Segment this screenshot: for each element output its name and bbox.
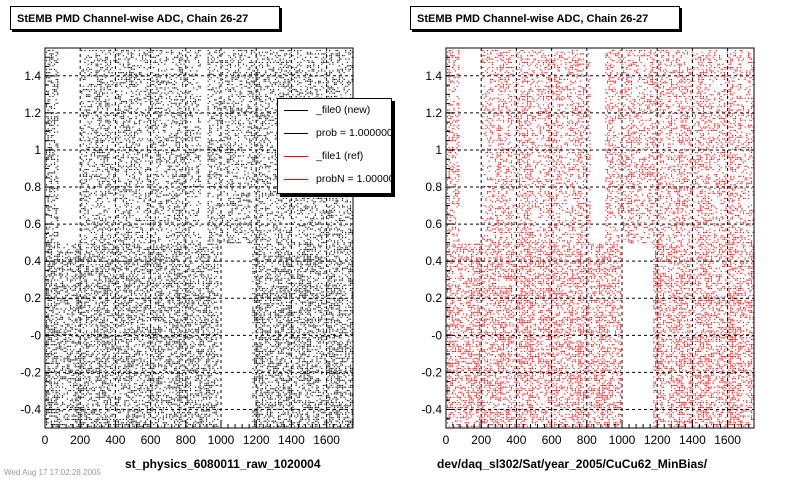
legend-line-icon xyxy=(284,110,308,111)
y-tick-label: -0 xyxy=(30,328,41,342)
legend-line-icon xyxy=(284,133,308,134)
grid xyxy=(446,48,754,428)
y-tick-label: 0.8 xyxy=(425,180,442,194)
legend-label: _file0 (new) xyxy=(316,104,371,116)
legend-entry: _file0 (new) xyxy=(278,99,391,122)
legend-line-icon xyxy=(284,156,308,157)
x-tick-label: 600 xyxy=(542,433,562,447)
legend-label: probN = 1.000000 xyxy=(316,173,392,185)
y-tick-label: 1 xyxy=(34,143,41,157)
legend-entry: _file1 (ref) xyxy=(278,145,391,168)
x-tick-label: 1000 xyxy=(609,433,636,447)
right-chart-title: StEMB PMD Channel-wise ADC, Chain 26-27 xyxy=(410,6,680,30)
x-tick-label: 1200 xyxy=(644,433,671,447)
y-tick-label: 0.6 xyxy=(24,217,41,231)
scatter-dots xyxy=(447,50,754,427)
scatter-dots xyxy=(46,50,353,427)
y-tick-label: -0.2 xyxy=(421,365,442,379)
legend-entry: probN = 1.000000 xyxy=(278,168,391,191)
y-tick-label: 0.4 xyxy=(425,254,442,268)
y-tick-label: 0.2 xyxy=(425,291,442,305)
y-tick-label: 0.2 xyxy=(24,291,41,305)
y-tick-label: -0.4 xyxy=(421,402,442,416)
x-tick-label: 1400 xyxy=(278,433,305,447)
left-x-caption: st_physics_6080011_raw_1020004 xyxy=(125,457,321,471)
y-tick-label: 0.6 xyxy=(425,217,442,231)
x-tick-label: 1600 xyxy=(714,433,741,447)
x-tick-label: 400 xyxy=(105,433,125,447)
x-tick-label: 1600 xyxy=(313,433,340,447)
plot-frame xyxy=(44,47,354,429)
scatter-points xyxy=(46,50,353,427)
y-tick-label: 0.8 xyxy=(24,180,41,194)
axes: 0 200 400 600 800 1000 1200 1400 1600 -0.4 -0.2 -0 0… xyxy=(421,56,750,447)
footer-timestamp: Wed Aug 17 17:02:28 2005 xyxy=(4,468,101,477)
x-tick-label: 200 xyxy=(70,433,90,447)
legend-entry: prob = 1.000000 xyxy=(278,122,391,145)
x-tick-label: 600 xyxy=(141,433,161,447)
plot-frame xyxy=(445,47,755,429)
x-tick-label: 0 xyxy=(42,433,49,447)
y-tick-label: 1 xyxy=(435,143,442,157)
legend: _file0 (new) prob = 1.000000 _file1 (ref… xyxy=(277,98,392,194)
x-tick-label: 800 xyxy=(577,433,597,447)
x-tick-label: 1000 xyxy=(208,433,235,447)
legend-label: _file1 (ref) xyxy=(316,150,364,162)
y-tick-label: 1.4 xyxy=(24,69,41,83)
left-chart-title: StEMB PMD Channel-wise ADC, Chain 26-27 xyxy=(10,6,280,30)
right-x-caption: dev/daq_sl302/Sat/year_2005/CuCu62_MinBi… xyxy=(437,457,708,471)
x-tick-label: 400 xyxy=(506,433,526,447)
y-tick-label: -0.2 xyxy=(20,365,41,379)
legend-label: prob = 1.000000 xyxy=(316,127,392,139)
scatter-points xyxy=(447,50,754,427)
x-tick-label: 1200 xyxy=(243,433,270,447)
y-tick-label: 1.4 xyxy=(425,69,442,83)
y-tick-label: -0 xyxy=(431,328,442,342)
x-tick-label: 0 xyxy=(443,433,450,447)
y-tick-label: -0.4 xyxy=(20,402,41,416)
x-tick-label: 1400 xyxy=(679,433,706,447)
x-tick-label: 200 xyxy=(471,433,491,447)
legend-line-icon xyxy=(284,179,308,180)
y-tick-label: 0.4 xyxy=(24,254,41,268)
axes: 0 200 400 600 800 1000 1200 1400 1600 -0.4 -0.2 -0 0… xyxy=(20,56,349,447)
y-tick-label: 1.2 xyxy=(425,106,442,120)
y-tick-label: 1.2 xyxy=(24,106,41,120)
x-tick-label: 800 xyxy=(176,433,196,447)
